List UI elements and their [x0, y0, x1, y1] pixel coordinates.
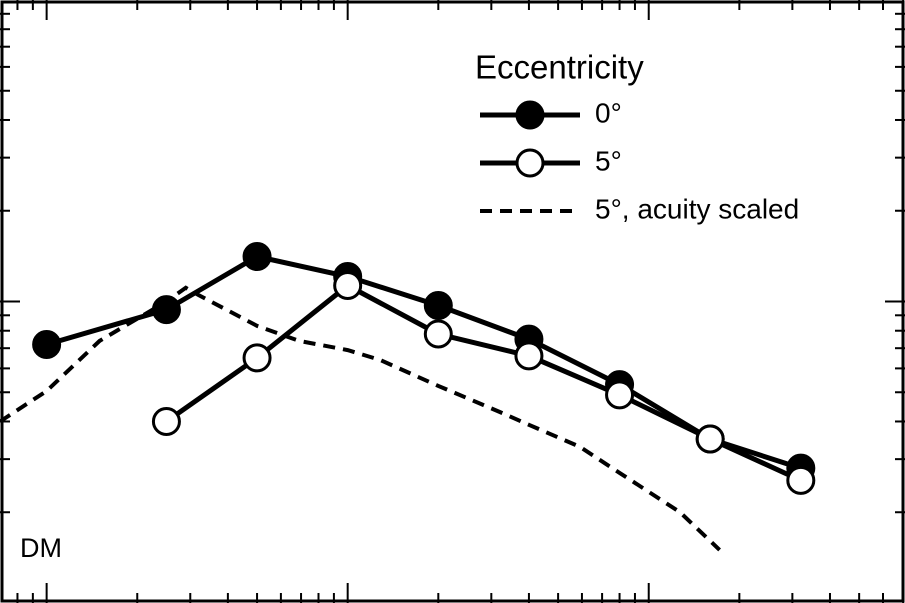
series-line [164, 282, 802, 483]
annotation: DM [20, 533, 62, 563]
data-point [695, 424, 725, 454]
legend-marker [515, 148, 545, 178]
legend-label: 0° [595, 97, 622, 128]
data-point [242, 242, 272, 272]
legend-marker [515, 100, 545, 130]
data-point [333, 270, 363, 300]
data-point [32, 330, 62, 360]
legend-title: Eccentricity [475, 49, 644, 86]
data-point [514, 341, 544, 371]
series-line [45, 253, 802, 471]
data-point [242, 343, 272, 373]
legend-label: 5° [595, 145, 622, 176]
data-point [423, 290, 453, 320]
data-point [605, 380, 635, 410]
data-point [423, 319, 453, 349]
data-point [151, 406, 181, 436]
data-point [786, 465, 816, 495]
series-line [0, 285, 721, 552]
legend-label: 5°, acuity scaled [595, 193, 799, 224]
